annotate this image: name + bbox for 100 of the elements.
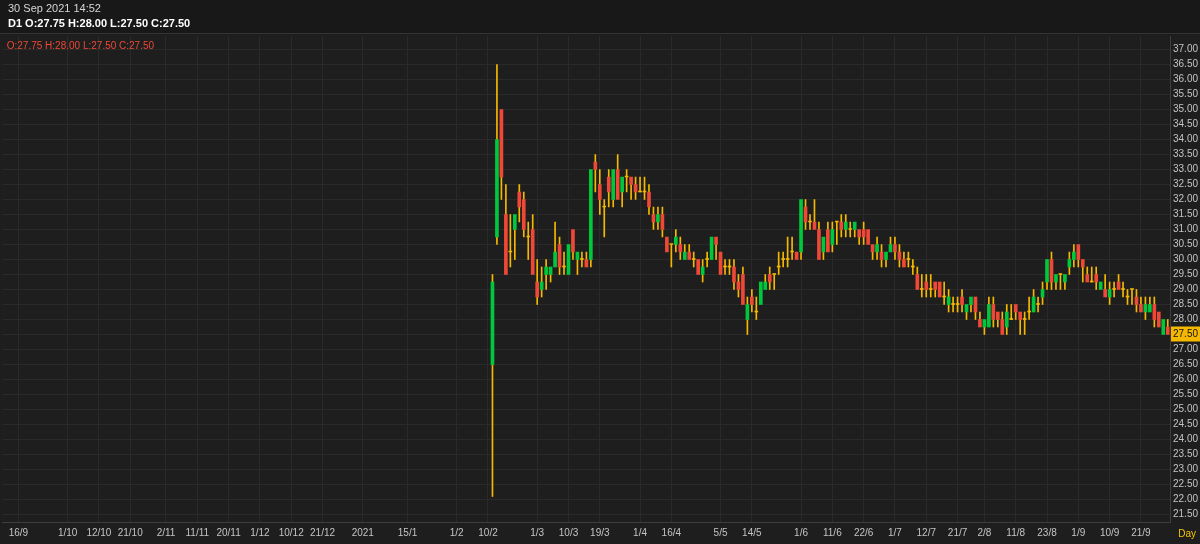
x-tick-label: 1/9 xyxy=(1071,526,1086,538)
y-tick-label: 30.00 xyxy=(1173,253,1199,265)
candlestick xyxy=(1072,244,1076,268)
annotation: O:27.75 H:28.00 L:27.50 C:27.50 xyxy=(6,39,155,53)
y-tick-label: 34.00 xyxy=(1173,133,1199,145)
x-tick-label: 1/4 xyxy=(633,526,648,538)
y-tick-label: 29.50 xyxy=(1173,268,1199,280)
candlestick xyxy=(750,289,754,313)
y-tick-label: 31.50 xyxy=(1173,208,1199,220)
y-tick-label: 21.50 xyxy=(1173,508,1199,520)
x-tick-label: 1/10 xyxy=(57,526,78,538)
y-tick-label: 34.50 xyxy=(1173,118,1199,130)
candlestick xyxy=(544,259,548,290)
x-tick-label: 1/12 xyxy=(250,526,271,538)
candlestick xyxy=(597,169,602,215)
x-tick-label: 2/11 xyxy=(156,526,176,538)
text: Day xyxy=(1178,527,1196,539)
x-tick-label: 11/6 xyxy=(822,526,843,538)
candlestick xyxy=(1018,311,1023,335)
y-tick-label: 26.00 xyxy=(1173,373,1199,385)
candlestick xyxy=(884,251,888,268)
candlestick xyxy=(1000,311,1005,335)
x-tick-label: 10/2 xyxy=(478,526,499,538)
candlestick xyxy=(924,274,929,298)
y-tick-label: 23.00 xyxy=(1173,463,1199,475)
y-tick-label: 36.50 xyxy=(1173,58,1199,70)
candlestick xyxy=(606,169,611,208)
y-tick-label: 27.50 xyxy=(1173,328,1199,340)
candlestick xyxy=(960,289,964,313)
candlestick xyxy=(682,244,687,260)
candlestick xyxy=(589,169,593,268)
chart-subtitle: D1 O:27.75 H:28.00 L:27.50 C:27.50 xyxy=(8,17,191,30)
x-tick-label: 21/7 xyxy=(947,526,968,538)
x-tick-label: 22/6 xyxy=(853,526,874,538)
y-tick-label: 22.50 xyxy=(1173,478,1199,490)
candlestick xyxy=(758,281,763,305)
x-tick-label: 20/11 xyxy=(216,526,242,538)
y-tick-label: 25.50 xyxy=(1173,388,1199,400)
candlestick xyxy=(1076,244,1081,268)
x-tick-label: 5/5 xyxy=(713,526,728,538)
y-tick-label: 22.00 xyxy=(1173,493,1199,505)
candlestick xyxy=(732,259,736,290)
x-tick-label: 19/3 xyxy=(590,526,610,538)
candlestick xyxy=(647,184,651,215)
x-tick-label: 10/9 xyxy=(1099,526,1120,538)
candlestick xyxy=(611,169,616,208)
x-tick-label: 12/7 xyxy=(916,526,937,538)
candlestick xyxy=(969,296,973,313)
candlestick xyxy=(875,236,879,260)
candlestick xyxy=(767,266,772,290)
y-tick-label: 35.50 xyxy=(1173,88,1199,100)
x-tick-label: 23/8 xyxy=(1037,526,1058,538)
candlestick xyxy=(937,281,942,298)
candlestick xyxy=(1130,288,1134,305)
y-tick-label: 35.00 xyxy=(1173,103,1199,115)
y-tick-label: 24.00 xyxy=(1173,433,1199,445)
x-tick-label: 2/8 xyxy=(977,526,992,538)
y-tick-label: 25.00 xyxy=(1173,403,1199,415)
candlestick xyxy=(1094,266,1099,290)
y-tick-label: 29.00 xyxy=(1173,283,1199,295)
candlestick xyxy=(629,176,633,200)
x-tick-label: 1/6 xyxy=(794,526,809,538)
x-tick-label: 1/2 xyxy=(449,526,465,538)
candlestick xyxy=(1098,281,1103,290)
y-tick-label: 33.50 xyxy=(1173,148,1199,160)
y-tick-label: 37.00 xyxy=(1173,43,1199,55)
candlestick xyxy=(843,214,848,238)
x-tick-label: 11/8 xyxy=(1006,526,1026,538)
x-tick-label: 21/12 xyxy=(310,526,336,538)
candlestick xyxy=(593,154,598,193)
candlestick xyxy=(978,311,982,328)
y-tick-label: 31.00 xyxy=(1173,223,1199,235)
x-tick-label: 10/3 xyxy=(558,526,579,538)
candlestick xyxy=(674,229,678,253)
candlestick xyxy=(521,191,526,238)
x-tick-label: 1/3 xyxy=(530,526,545,538)
x-tick-label: 16/9 xyxy=(8,526,29,538)
candlestick xyxy=(1148,296,1152,313)
candlestick xyxy=(1139,296,1143,313)
candlestick xyxy=(656,206,660,230)
candlestick xyxy=(1004,304,1009,335)
x-tick-label: 11/11 xyxy=(185,526,210,538)
candlestick xyxy=(799,199,803,260)
candlestick xyxy=(1045,259,1049,290)
candlestick xyxy=(665,236,669,253)
candlestick xyxy=(902,251,906,268)
candlestick xyxy=(915,266,920,290)
x-tick-label: 2021 xyxy=(351,526,375,538)
candlestick xyxy=(826,221,830,253)
candlestick xyxy=(571,229,575,260)
candlestick xyxy=(1161,319,1166,335)
x-tick-label: 12/10 xyxy=(86,526,112,538)
x-tick-label: 10/12 xyxy=(278,526,305,538)
y-tick-label: 32.50 xyxy=(1173,178,1199,190)
candlestick xyxy=(696,259,701,275)
candlestick xyxy=(852,221,857,238)
candlestick xyxy=(504,184,508,275)
candlestick xyxy=(893,236,897,260)
x-tick-label: 15/1 xyxy=(397,526,418,538)
x-tick-label: 14/5 xyxy=(742,526,763,538)
